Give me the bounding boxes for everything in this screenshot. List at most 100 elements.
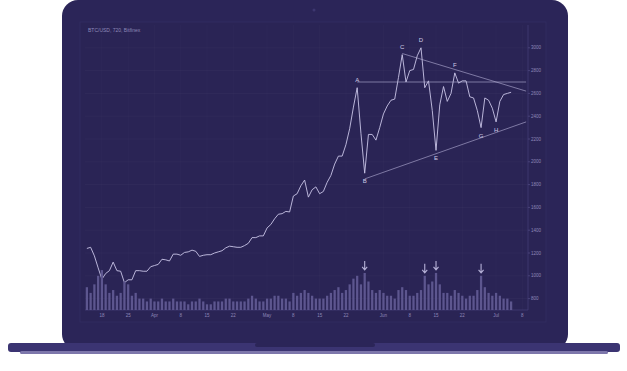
grid-line-x [101,25,102,310]
volume-bar [116,296,118,310]
volume-bar [90,293,92,310]
volume-bar [296,296,298,310]
volume-bar [394,299,396,310]
y-axis-line [528,25,529,310]
volume-bar [371,290,373,310]
volume-bar [221,301,223,310]
laptop-notch [255,343,375,347]
arrow-marker [422,264,427,273]
volume-bar [379,290,381,310]
volume-bar [390,296,392,310]
volume-bar [454,290,456,310]
volume-bar [168,301,170,310]
volume-bar [195,301,197,310]
volume-bar [401,287,403,310]
volume-bar [499,296,501,310]
y-tick-label: 1800 [531,182,542,187]
volume-bar [472,296,474,310]
volume-bar [240,301,242,310]
price-line [87,48,511,283]
y-tick-label: 2600 [531,91,542,96]
x-tick-label: 15 [434,313,440,318]
arrow-marker [362,261,367,270]
pattern-label: A [355,77,359,83]
volume-bar [465,299,467,310]
volume-bar [431,282,433,311]
grid-line [85,275,528,276]
grid-line [85,207,528,208]
volume-bar [135,293,137,310]
grid-line [85,184,528,185]
grid-line-x [267,25,268,310]
volume-bar [480,276,482,310]
volume-bar [131,296,133,310]
volume-bar [198,299,200,310]
y-tick-label: 1200 [531,251,542,256]
x-tick-label: Apr [151,313,159,318]
volume-bar [495,293,497,310]
volume-bar [409,296,411,310]
volume-bar [382,293,384,310]
volume-bar [420,290,422,310]
volume-bar [506,299,508,310]
pattern-label: D [419,37,424,43]
grid-line-x [154,25,155,310]
volume-bar [311,296,313,310]
volume-bar [326,296,328,310]
volume-bar [225,299,227,310]
screen [80,22,546,322]
volume-bar [191,301,193,310]
grid-line-x [293,25,294,310]
x-tick-label: 8 [179,313,182,318]
volume-bar [435,273,437,310]
y-tick-label: 1000 [531,273,542,278]
grid-line [85,47,528,48]
y-tick-label: 800 [531,296,539,301]
volume-bar [491,296,493,310]
volume-bar [292,293,294,310]
stage: BTC/USD, 720, Bitfinex800100012001400160… [0,0,627,371]
chart-title: BTC/USD, 720, Bitfinex [88,27,141,33]
volume-bar [469,296,471,310]
grid-line-x [345,25,346,310]
grid-line [85,93,528,94]
grid-line-x [409,25,410,310]
x-tick-label: 8 [521,313,524,318]
volume-bar [187,304,189,310]
volume-bar [255,299,257,310]
volume-bar [303,290,305,310]
volume-bar [180,301,182,310]
volume-bar [247,299,249,310]
grid-line [85,253,528,254]
y-tick-label: 2000 [531,159,542,164]
volume-bar [450,296,452,310]
volume-bar [322,299,324,310]
trendline [402,54,526,92]
volume-bar [427,284,429,310]
volume-bar [270,299,272,310]
volume-bar [183,301,185,310]
volume-bar [258,301,260,310]
volume-bar [228,299,230,310]
volume-bar [150,299,152,310]
volume-bar [165,301,167,310]
volume-bar [446,293,448,310]
volume-bar [217,301,219,310]
x-tick-label: Jun [380,313,388,318]
volume-bar [101,270,103,310]
x-tick-label: 22 [231,313,237,318]
volume-bar [127,284,129,310]
volume-bar [341,293,343,310]
laptop-base-edge [20,351,608,354]
pattern-label: B [363,178,367,184]
volume-bar [337,287,339,310]
volume-bar [142,299,144,310]
grid-line-x [128,25,129,310]
grid-line-x [496,25,497,310]
volume-bar [277,296,279,310]
volume-bar [262,301,264,310]
grid-line-x [207,25,208,310]
volume-bar [210,304,212,310]
volume-bar [364,273,366,310]
volume-bar [93,284,95,310]
